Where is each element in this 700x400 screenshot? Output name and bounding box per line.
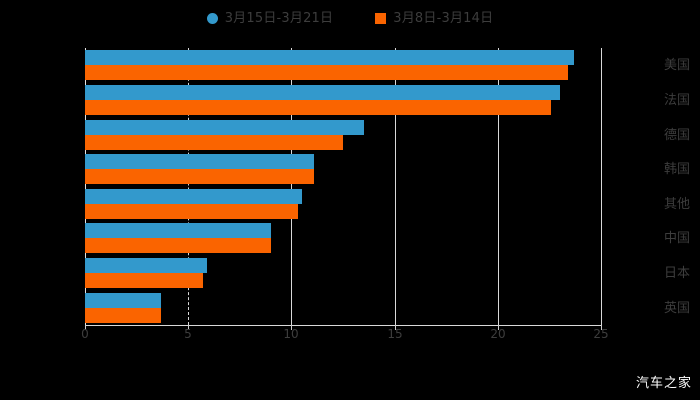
bar[interactable] [85,292,161,308]
tick-mark-0 [85,325,86,330]
gridline-5 [188,48,189,325]
x-tick-label-25: 25 [593,327,609,341]
bar[interactable] [85,307,161,323]
bar[interactable] [85,223,271,239]
bar-group [85,188,601,219]
bar[interactable] [85,203,298,219]
y-axis-label-5: 中国 [663,231,690,247]
bar-group [85,50,601,81]
bar[interactable] [85,99,551,115]
x-tick-label-5: 5 [184,327,192,341]
legend-label-series-0: 3月15日-3月21日 [224,10,334,26]
bar-group [85,258,601,289]
bar[interactable] [85,154,314,170]
tick-mark-20 [498,325,499,330]
y-axis-label-2: 德国 [663,127,690,143]
y-axis-label-1: 法国 [663,92,690,108]
bar-group [85,84,601,115]
legend-item-series-1[interactable]: 3月8日-3月14日 [375,12,493,25]
bar-group [85,292,601,323]
plot-area [85,48,602,325]
y-axis-line [85,48,86,325]
bar-group [85,154,601,185]
gridline-20 [498,48,499,325]
gridline-15 [395,48,396,325]
y-axis-label-0: 美国 [663,58,690,74]
bar-group [85,223,601,254]
bar[interactable] [85,65,568,81]
tick-mark-25 [601,325,602,330]
y-axis-label-6: 日本 [663,266,690,282]
bar[interactable] [85,169,314,185]
bar[interactable] [85,258,207,274]
bar[interactable] [85,238,271,254]
tick-mark-15 [395,325,396,330]
x-tick-label-10: 10 [283,327,299,341]
gridline-10 [291,48,292,325]
x-tick-label-0: 0 [81,327,89,341]
bar[interactable] [85,84,560,100]
chart-legend: 3月15日-3月21日 3月8日-3月14日 [0,6,700,30]
x-tick-label-15: 15 [387,327,403,341]
bar[interactable] [85,273,203,289]
x-tick-label-20: 20 [490,327,506,341]
watermark: 汽车之家 [635,376,692,391]
y-axis-label-4: 其他 [663,196,690,212]
x-axis-line [85,325,602,326]
tick-mark-5 [188,325,189,330]
legend-marker-square-icon [375,12,387,24]
legend-item-series-0[interactable]: 3月15日-3月21日 [206,10,334,26]
legend-label-series-1: 3月8日-3月14日 [393,10,494,26]
bar[interactable] [85,119,364,135]
y-axis-label-7: 英国 [663,300,690,316]
bar[interactable] [85,134,343,150]
gridline-25 [601,48,602,325]
bar[interactable] [85,188,302,204]
tick-mark-10 [291,325,292,330]
bar-group [85,119,601,150]
y-axis-label-3: 韩国 [663,162,690,178]
x-axis-tick-labels: 0 5 10 15 20 25 [0,328,700,348]
legend-marker-circle-icon [206,12,218,24]
bar[interactable] [85,50,574,66]
